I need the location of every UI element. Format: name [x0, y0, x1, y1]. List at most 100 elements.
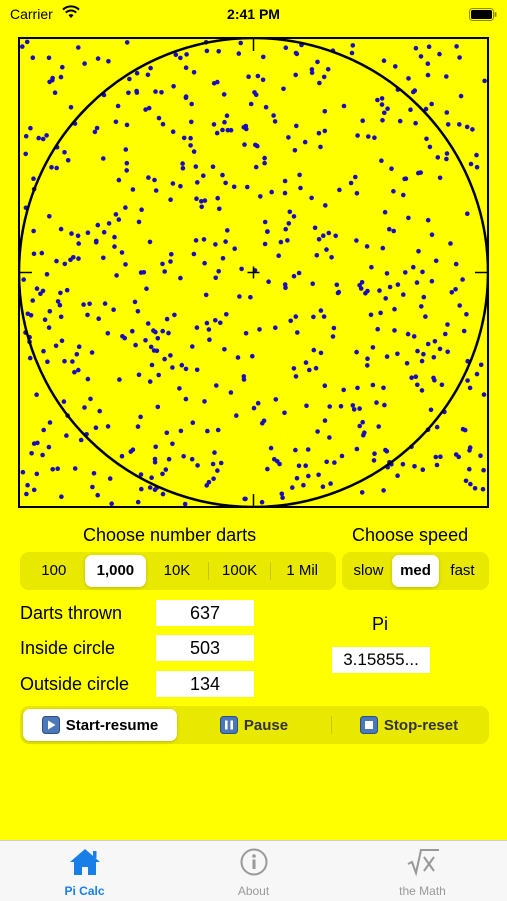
- dart-dot: [189, 101, 194, 107]
- dart-dot: [168, 259, 173, 264]
- dart-dot: [106, 59, 111, 64]
- stop-reset-button[interactable]: Stop-reset: [332, 709, 486, 741]
- dart-dot: [164, 316, 170, 322]
- dart-dot: [166, 330, 171, 336]
- dart-dot: [168, 353, 173, 358]
- dart-dot: [334, 282, 340, 288]
- speed-segmented-control[interactable]: slow med fast: [342, 552, 489, 590]
- dart-dot: [61, 399, 67, 404]
- dart-dot: [283, 45, 289, 50]
- dart-dot: [381, 58, 387, 63]
- speed-option-med[interactable]: med: [392, 555, 439, 587]
- dart-dot: [223, 239, 228, 244]
- dart-dot: [309, 195, 314, 201]
- dart-dot: [24, 491, 29, 497]
- dart-dot: [216, 269, 221, 274]
- speed-option-fast[interactable]: fast: [450, 562, 475, 579]
- dart-dot: [162, 269, 167, 274]
- dart-dot: [201, 173, 206, 178]
- dart-dot: [457, 55, 462, 60]
- dart-dot: [41, 348, 46, 354]
- darts-option-100k[interactable]: 100K: [222, 562, 258, 579]
- dart-dot: [382, 110, 387, 116]
- dart-dot: [34, 286, 40, 291]
- dart-dot: [46, 444, 52, 450]
- dart-dot: [376, 424, 382, 429]
- dart-dot: [327, 404, 333, 409]
- dart-dot: [112, 234, 117, 240]
- dart-dot: [321, 233, 326, 238]
- dart-dot: [181, 135, 187, 141]
- dart-dot: [46, 55, 52, 61]
- tab-the-math[interactable]: the Math: [338, 841, 507, 901]
- dart-dot: [194, 196, 199, 201]
- dart-dot: [23, 133, 29, 139]
- dart-dot: [44, 272, 50, 277]
- dart-dot: [395, 282, 401, 287]
- dart-dot: [24, 39, 30, 45]
- run-controls[interactable]: Start-resume Pause Stop-reset: [20, 706, 489, 744]
- dart-dot: [183, 366, 189, 372]
- dart-dot: [326, 230, 332, 236]
- dart-dot: [293, 50, 299, 56]
- dart-dot: [311, 347, 317, 353]
- dart-dot: [223, 180, 228, 186]
- dart-dot: [134, 70, 140, 76]
- darts-thrown-value: 637: [156, 600, 254, 626]
- dart-dot: [315, 429, 320, 434]
- tab-about[interactable]: About: [169, 841, 338, 901]
- dart-dot: [152, 459, 158, 465]
- dart-dot: [309, 67, 315, 72]
- dart-dot: [339, 453, 345, 459]
- dart-dot: [383, 296, 389, 301]
- dart-dot: [193, 164, 199, 169]
- dart-dot: [204, 483, 209, 488]
- dart-dot: [296, 463, 302, 469]
- dart-dot: [34, 471, 40, 477]
- dart-dot: [225, 228, 230, 233]
- dart-dot: [139, 207, 144, 212]
- dart-dot: [454, 44, 459, 49]
- darts-option-1000[interactable]: 1,000: [84, 555, 147, 587]
- dart-dot: [263, 104, 269, 110]
- dart-dot: [371, 458, 377, 463]
- dart-dot: [152, 487, 158, 493]
- dart-dot: [283, 226, 289, 232]
- dart-dot: [75, 233, 81, 239]
- dart-dot: [170, 129, 176, 134]
- dart-dot: [231, 184, 237, 190]
- dart-dot: [481, 467, 486, 473]
- dart-dot: [154, 348, 160, 354]
- dart-dot: [370, 382, 376, 388]
- dart-dot: [151, 328, 156, 333]
- pause-button[interactable]: Pause: [177, 709, 331, 741]
- dart-dot: [265, 229, 270, 234]
- darts-option-10k[interactable]: 10K: [163, 562, 191, 579]
- dart-dot: [400, 461, 406, 467]
- start-resume-button[interactable]: Start-resume: [23, 709, 177, 741]
- dart-dot: [282, 282, 288, 287]
- darts-thrown-label: Darts thrown: [20, 603, 123, 623]
- dart-dot: [423, 314, 428, 319]
- darts-option-100[interactable]: 100: [41, 562, 67, 579]
- dart-dot: [220, 256, 226, 261]
- board-ticks: [18, 37, 489, 508]
- dart-dot: [101, 156, 106, 161]
- tab-pi-calc[interactable]: Pi Calc: [0, 841, 169, 901]
- speed-option-slow[interactable]: slow: [353, 562, 384, 579]
- dart-dot: [389, 166, 394, 171]
- dart-dot: [213, 242, 218, 247]
- dart-dot: [149, 362, 155, 368]
- dart-dot: [285, 238, 290, 243]
- dart-dot: [160, 261, 165, 267]
- dart-dot: [124, 122, 130, 128]
- dart-dot: [291, 366, 297, 371]
- dart-dot: [190, 420, 196, 426]
- dart-dot: [359, 490, 365, 495]
- darts-option-1mil[interactable]: 1 Mil: [286, 562, 318, 579]
- dart-dot: [248, 101, 254, 107]
- dart-dot: [478, 453, 483, 459]
- dart-dot: [426, 44, 432, 49]
- dart-dot: [191, 251, 197, 257]
- darts-segmented-control[interactable]: 100 1,000 10K 100K 1 Mil: [20, 552, 336, 590]
